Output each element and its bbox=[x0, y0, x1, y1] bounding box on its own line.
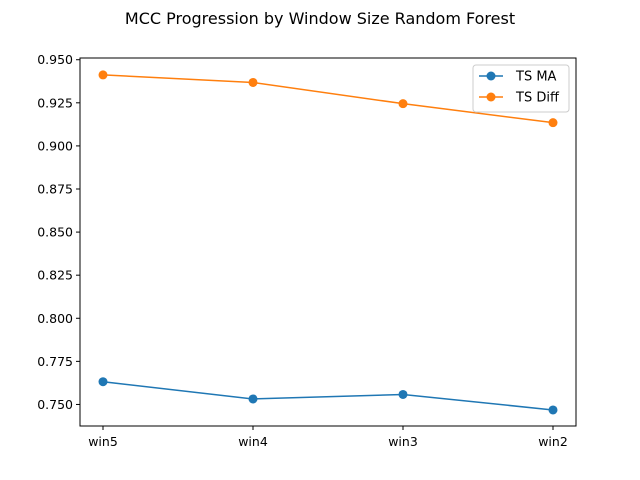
y-tick-label: 0.875 bbox=[37, 181, 73, 196]
series-line-ts-diff bbox=[102, 74, 554, 124]
legend-marker-ts-diff bbox=[486, 92, 496, 102]
y-tick-label: 0.850 bbox=[37, 225, 73, 240]
data-point-ts-ma bbox=[548, 405, 558, 415]
y-tick-label: 0.750 bbox=[37, 397, 73, 412]
y-tick-label: 0.800 bbox=[37, 311, 73, 326]
data-point-ts-diff bbox=[98, 70, 108, 80]
data-point-ts-ma bbox=[248, 394, 258, 404]
legend: TS MA TS Diff bbox=[472, 64, 570, 113]
chart-title: MCC Progression by Window Size Random Fo… bbox=[125, 9, 515, 28]
series-layer bbox=[98, 70, 558, 415]
data-point-ts-ma bbox=[398, 389, 408, 399]
legend-label-ts-diff: TS Diff bbox=[515, 91, 560, 106]
x-tick-label: win2 bbox=[538, 434, 568, 449]
x-tick-label: win5 bbox=[88, 434, 118, 449]
data-point-ts-diff bbox=[398, 99, 408, 109]
x-axis: win5 win4 win3 win2 bbox=[88, 426, 568, 449]
y-tick-label: 0.825 bbox=[37, 268, 73, 283]
y-tick-label: 0.900 bbox=[37, 138, 73, 153]
x-tick-label: win4 bbox=[238, 434, 268, 449]
legend-label-ts-ma: TS MA bbox=[515, 70, 557, 85]
y-tick-label: 0.950 bbox=[37, 52, 73, 67]
y-tick-label: 0.925 bbox=[37, 95, 73, 110]
plot-frame bbox=[79, 57, 577, 427]
legend-marker-ts-ma bbox=[486, 71, 496, 81]
series-line-ts-ma bbox=[102, 380, 554, 411]
x-tick-label: win3 bbox=[388, 434, 418, 449]
y-tick-label: 0.775 bbox=[37, 354, 73, 369]
data-point-ts-diff bbox=[248, 77, 258, 87]
y-axis: 0.750 0.775 0.800 0.825 0.850 0.875 0.900 0.925… bbox=[37, 52, 80, 412]
data-point-ts-ma bbox=[98, 377, 108, 387]
data-point-ts-diff bbox=[548, 118, 558, 128]
